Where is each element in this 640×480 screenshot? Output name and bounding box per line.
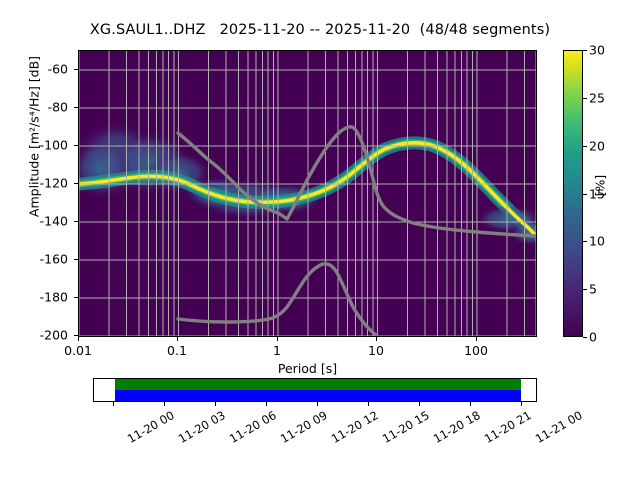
- x-axis-label: Period [s]: [277, 361, 338, 376]
- nhnm-noise-model-curve: [176, 125, 536, 238]
- colorbar-tick-label: 30: [589, 42, 605, 58]
- ppsd-plot-area: [78, 50, 537, 337]
- colorbar-tick-label: 5: [589, 281, 597, 297]
- x-tick-label: 100: [464, 343, 488, 358]
- x-tick-label: 1: [273, 343, 281, 358]
- colorbar: [563, 50, 583, 337]
- y-tick-label: -200: [39, 327, 68, 343]
- timeline-tick-label: 11-20 18: [430, 408, 483, 446]
- x-tick-label: 0.1: [167, 343, 187, 358]
- timeline-axes: [93, 378, 537, 402]
- timeline-tick-label: 11-20 00: [124, 408, 177, 446]
- timeline-tick-label: 11-20 03: [175, 408, 228, 446]
- page-title: XG.SAUL1..DHZ 2025-11-20 -- 2025-11-20 (…: [89, 22, 551, 38]
- timeline-tick-label: 11-20 09: [277, 408, 330, 446]
- y-axis-label: Amplitude [m²/s⁴/Hz] [dB]: [26, 55, 42, 218]
- timeline-bar-psd-segments: [114, 390, 521, 401]
- colorbar-tick-label: 10: [589, 233, 605, 249]
- timeline-tick-label: 11-20 12: [328, 408, 381, 446]
- timeline-tick-label: 11-20 06: [226, 408, 279, 446]
- timeline-bar-data-coverage: [114, 379, 521, 390]
- y-tick-label: -80: [47, 99, 68, 115]
- x-tick-label: 10: [368, 343, 384, 358]
- x-tick-label: 0.01: [64, 343, 92, 358]
- timeline-tick-label: 11-20 15: [379, 408, 432, 446]
- y-tick-label: -60: [47, 61, 68, 77]
- colorbar-tick-label: 15: [589, 186, 605, 202]
- plot-gridlines: [79, 51, 536, 336]
- y-tick-label: -120: [39, 175, 68, 191]
- y-tick-label: -180: [39, 289, 68, 305]
- nlnm-noise-model-curve: [176, 262, 380, 336]
- ppsd-canvas: [79, 51, 536, 336]
- y-tick-label: -100: [39, 137, 68, 153]
- y-tick-label: -160: [39, 251, 68, 267]
- colorbar-tick-label: 0: [589, 329, 597, 345]
- timeline-tick-label: 11-21 00: [532, 408, 585, 446]
- y-tick-label: -140: [39, 213, 68, 229]
- timeline-tick-label: 11-20 21: [481, 408, 534, 446]
- colorbar-tick-label: 25: [589, 90, 605, 106]
- colorbar-tick-label: 20: [589, 138, 605, 154]
- colorbar-label: [%]: [592, 174, 608, 197]
